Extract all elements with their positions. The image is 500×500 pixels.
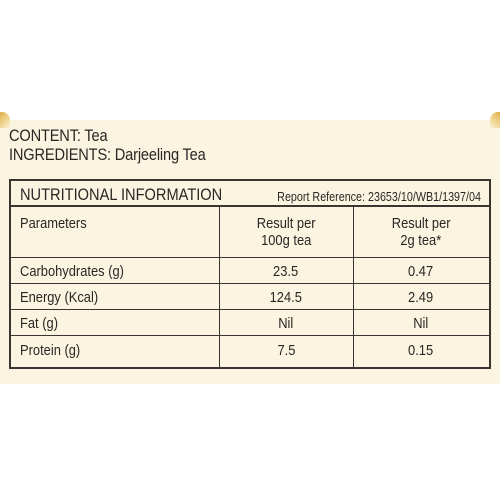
header-divider [11, 257, 489, 258]
column-divider [353, 207, 354, 367]
table-cell-per-2g: 2.49 [408, 289, 434, 306]
table-cell-per-100g: 124.5 [269, 289, 303, 306]
table-cell-per-2g: Nil [413, 315, 429, 332]
column-header-parameters: Parameters [20, 215, 87, 232]
table-row-label: Fat (g) [20, 315, 59, 332]
table-row-label: Carbohydrates (g) [20, 263, 124, 280]
table-cell-per-100g: 23.5 [273, 263, 299, 280]
label-panel [0, 120, 500, 384]
table-cell-per-100g: Nil [278, 315, 294, 332]
column-divider [219, 207, 220, 367]
nutrition-title: NUTRITIONAL INFORMATION [20, 185, 223, 204]
nutrition-table: NUTRITIONAL INFORMATION Report Reference… [9, 179, 491, 369]
table-cell-per-100g: 7.5 [277, 342, 295, 359]
blank-top-area [0, 0, 500, 112]
table-row-label: Protein (g) [20, 342, 81, 359]
column-header-per-100g: Result per 100g tea [256, 215, 316, 249]
title-divider [11, 205, 489, 207]
table-cell-per-2g: 0.47 [408, 263, 434, 280]
row-divider [11, 335, 489, 336]
report-reference: Report Reference: 23653/10/WB1/1397/04 [277, 190, 481, 204]
ingredients-line: INGREDIENTS: Darjeeling Tea [9, 145, 206, 164]
row-divider [11, 309, 489, 310]
gold-corner-accent-right [490, 112, 500, 128]
column-header-per-2g: Result per 2g tea* [391, 215, 451, 249]
content-line: CONTENT: Tea [9, 126, 108, 145]
table-row-label: Energy (Kcal) [20, 289, 99, 306]
gold-corner-accent-left [0, 112, 10, 128]
table-cell-per-2g: 0.15 [408, 342, 434, 359]
row-divider [11, 283, 489, 284]
